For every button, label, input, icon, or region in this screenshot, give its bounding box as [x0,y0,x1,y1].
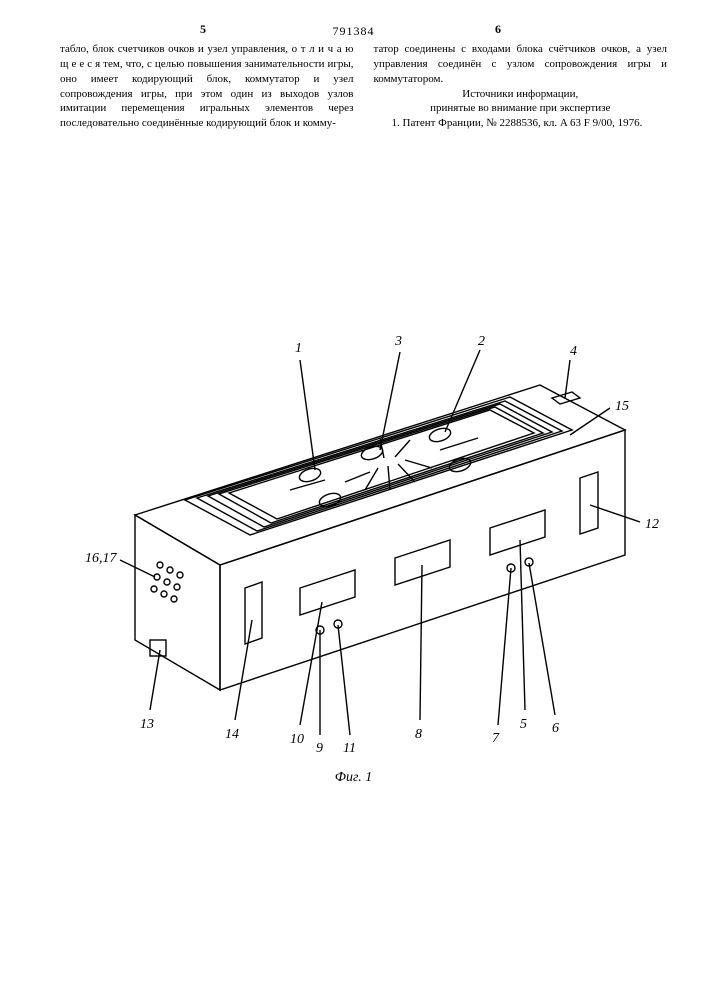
ref-11: 11 [343,741,356,756]
left-column: табло, блок счетчиков очков и узел управ… [60,42,354,131]
ref-10: 10 [290,732,304,747]
text-columns: табло, блок счетчиков очков и узел управ… [60,42,667,131]
page: 5 791384 6 табло, блок счетчиков очков и… [0,0,707,1000]
ref-15: 15 [615,399,629,414]
patent-number: 791384 [333,24,375,39]
left-paragraph: табло, блок счетчиков очков и узел управ… [60,42,354,131]
ref-5: 5 [520,717,527,732]
ref-9: 9 [316,741,323,756]
right-column: татор соединены с входами блока счётчико… [374,42,668,131]
ref-2: 2 [478,334,485,349]
technical-drawing: 1 3 2 4 15 12 16,17 13 14 10 9 11 8 7 5 … [0,290,707,790]
ref-8: 8 [415,727,422,742]
right-paragraph-1: татор соединены с входами блока счётчико… [374,42,668,87]
figure-caption: Фиг. 1 [335,770,373,786]
ref-4: 4 [570,344,577,359]
ref-6: 6 [552,721,559,736]
ref-14: 14 [225,727,239,742]
ref-1: 1 [295,341,302,356]
reference-1: 1. Патент Франции, № 2288536, кл. A 63 F… [374,116,668,131]
ref-16-17: 16,17 [85,551,118,566]
ref-13: 13 [140,717,154,732]
ref-12: 12 [645,517,659,532]
sources-heading: Источники информации, [374,87,668,102]
sources-subheading: принятые во внимание при экспертизе [374,101,668,116]
column-number-right: 6 [495,22,501,37]
ref-7: 7 [492,731,500,746]
ref-3: 3 [394,334,402,349]
figure-1: 1 3 2 4 15 12 16,17 13 14 10 9 11 8 7 5 … [0,290,707,790]
column-number-left: 5 [200,22,206,37]
